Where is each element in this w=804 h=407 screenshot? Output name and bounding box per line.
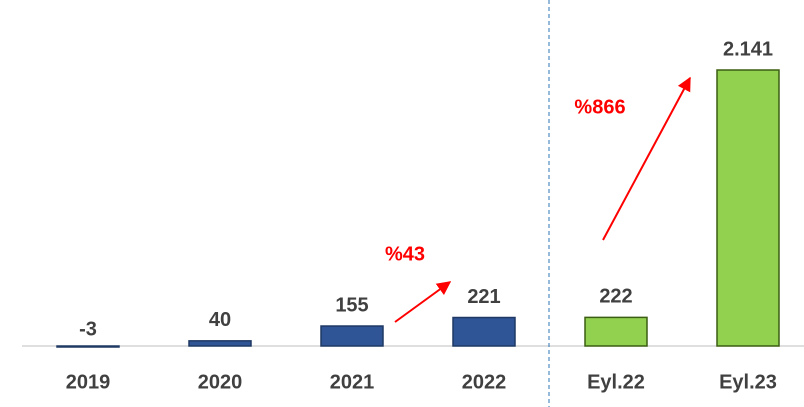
bar	[584, 316, 648, 347]
annotation: %43	[385, 243, 425, 265]
x-tick-label: Eyl.23	[719, 371, 777, 393]
x-tick-label: 2022	[462, 371, 507, 393]
value-label: 155	[335, 294, 368, 316]
bar	[716, 69, 780, 347]
bar	[188, 340, 252, 347]
annotation: %866	[574, 96, 625, 118]
arrow	[394, 281, 452, 323]
x-tick-label: Eyl.22	[587, 371, 645, 393]
x-tick-label: 2020	[198, 371, 243, 393]
x-tick-label: 2019	[66, 371, 111, 393]
arrow	[602, 76, 691, 241]
value-label: -3	[79, 318, 97, 340]
bar	[56, 345, 120, 348]
x-tick-label: 2021	[330, 371, 375, 393]
value-label: 221	[467, 286, 500, 308]
bar	[452, 316, 516, 347]
value-label: 2.141	[723, 38, 773, 60]
bar	[320, 325, 384, 347]
value-label: 40	[209, 309, 231, 331]
value-label: 222	[599, 286, 632, 308]
